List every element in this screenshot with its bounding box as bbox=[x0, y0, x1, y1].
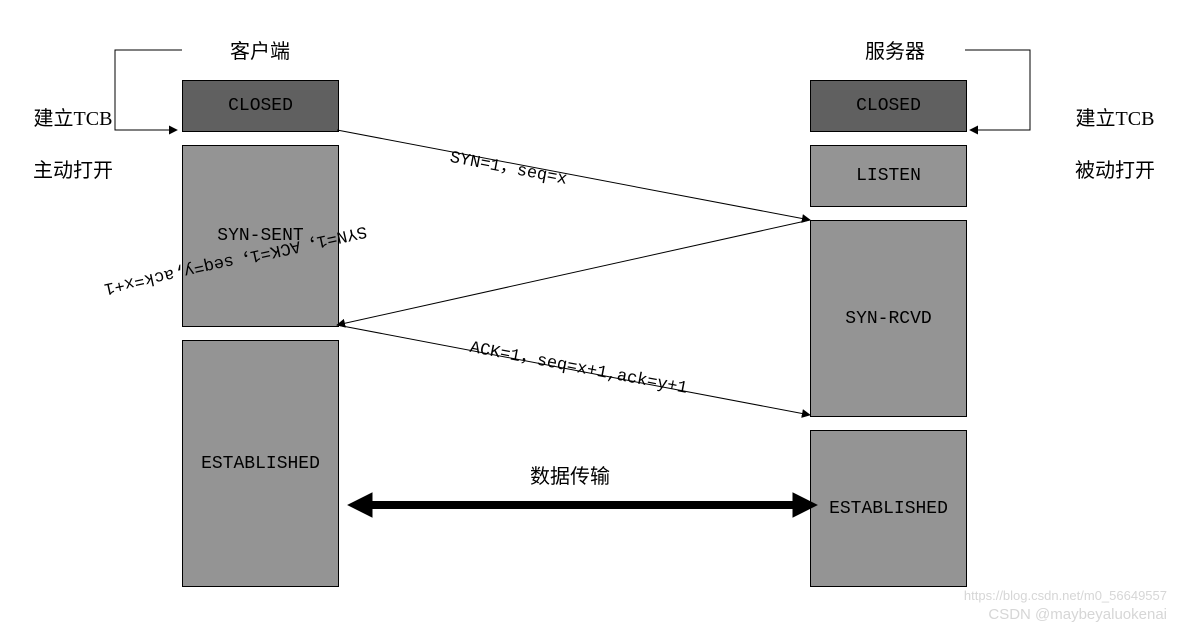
watermark-author: CSDN @maybeyaluokenai bbox=[988, 606, 1167, 623]
watermark-url: https://blog.csdn.net/m0_56649557 bbox=[964, 588, 1167, 603]
arrows-layer bbox=[0, 0, 1179, 633]
data-transfer-label: 数据传输 bbox=[530, 460, 610, 489]
diagram-canvas: 客户端 服务器 建立TCB 主动打开 建立TCB 被动打开 CLOSED SYN… bbox=[0, 0, 1179, 633]
